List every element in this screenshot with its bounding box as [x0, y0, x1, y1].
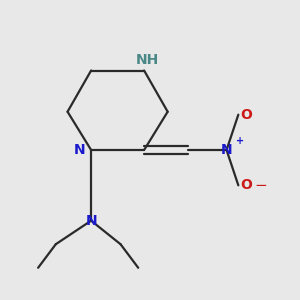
Text: N: N — [221, 143, 232, 157]
Text: N: N — [74, 143, 85, 157]
Text: NH: NH — [135, 53, 159, 67]
Text: +: + — [236, 136, 244, 146]
Text: O: O — [240, 178, 252, 192]
Text: O: O — [240, 108, 252, 122]
Text: −: − — [254, 178, 267, 193]
Text: N: N — [85, 214, 97, 228]
